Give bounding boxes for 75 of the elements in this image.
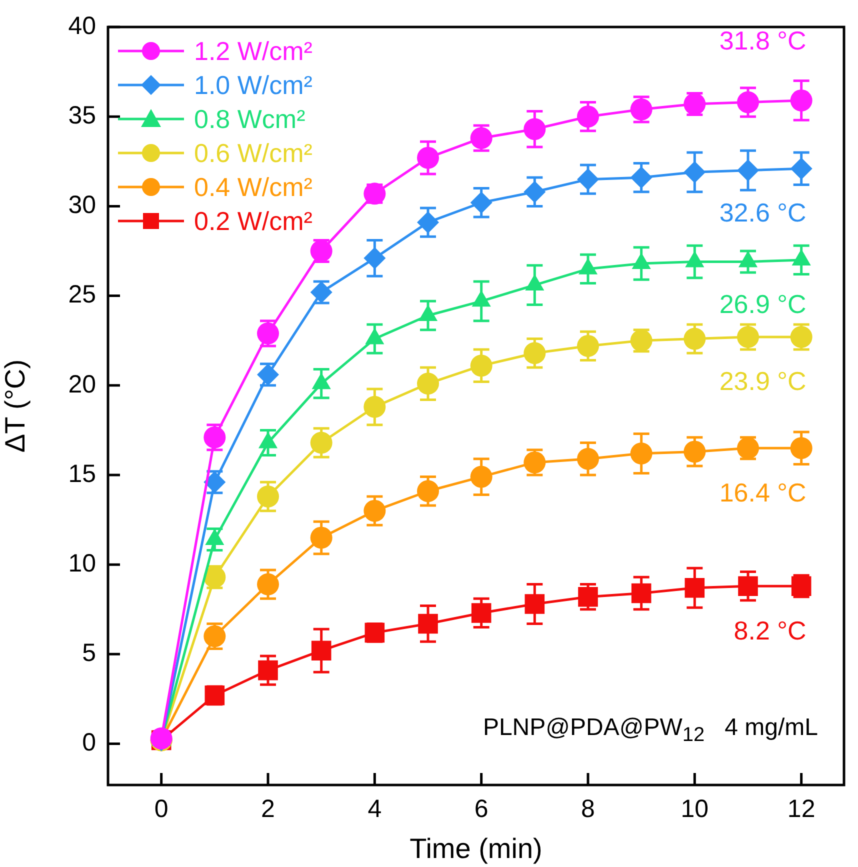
point: [417, 211, 439, 234]
point: [737, 91, 759, 114]
point: [310, 432, 332, 454]
x-tick-label: 12: [787, 794, 816, 823]
legend-label: 0.4 W/cm²: [194, 171, 312, 204]
point: [630, 166, 652, 189]
y-tick-label: 10: [68, 549, 96, 578]
point: [524, 180, 546, 203]
y-tick-label: 35: [68, 101, 96, 130]
x-tick-label: 4: [368, 794, 382, 823]
y-tick-label: 25: [68, 280, 96, 309]
point: [790, 437, 812, 460]
point: [364, 396, 386, 418]
legend-label: 0.2 W/cm²: [194, 205, 312, 238]
point: [790, 89, 812, 112]
y-tick-label: 0: [82, 728, 96, 757]
point: [578, 586, 598, 607]
y-tick-label: 5: [82, 639, 96, 668]
point: [257, 573, 279, 596]
point: [524, 118, 546, 140]
point: [258, 660, 278, 680]
point: [417, 480, 439, 502]
point: [737, 159, 759, 182]
annotation: 16.4 °C: [719, 477, 806, 508]
x-tick-label: 8: [581, 794, 595, 823]
point: [418, 614, 438, 634]
annotation: PLNP@PDA@PW$_{12}$ 4 mg/mL: [482, 714, 818, 747]
point: [577, 106, 599, 128]
point: [684, 578, 705, 598]
point: [471, 603, 492, 623]
annotation: 31.8 °C: [719, 26, 806, 56]
point: [577, 334, 599, 357]
y-tick-label: 15: [68, 460, 96, 488]
point: [524, 594, 545, 614]
point: [790, 158, 812, 180]
legend-label: 1.2 W/cm²: [194, 35, 312, 68]
point: [311, 640, 332, 661]
y-tick-label: 40: [68, 12, 96, 40]
point: [790, 326, 812, 348]
point: [684, 161, 706, 184]
annotation: 23.9 °C: [719, 366, 806, 396]
point: [524, 342, 546, 364]
annotation: 8.2 °C: [734, 615, 806, 646]
point: [737, 326, 759, 348]
point: [417, 146, 439, 169]
annotation: 32.6 °C: [719, 198, 806, 228]
point: [684, 328, 706, 350]
x-tick-label: 2: [261, 794, 275, 823]
point: [631, 583, 652, 604]
y-tick-label: 30: [68, 191, 96, 220]
x-tick-label: 6: [474, 794, 488, 823]
point: [630, 442, 652, 464]
point: [577, 168, 599, 190]
x-axis-title: Time (min): [410, 832, 542, 864]
legend-label: 1.0 W/cm²: [194, 69, 312, 102]
legend-label: 0.8 Wcm²: [194, 103, 306, 136]
point: [577, 448, 599, 470]
point: [524, 451, 546, 474]
point: [684, 440, 706, 463]
point: [470, 127, 492, 150]
point: [470, 192, 492, 214]
point: [310, 526, 332, 549]
point: [470, 466, 492, 488]
x-tick-label: 10: [680, 794, 709, 823]
point: [417, 372, 439, 395]
point: [257, 485, 279, 508]
annotation: 26.9 °C: [719, 289, 806, 320]
y-axis-title: ΔT (°C): [0, 359, 31, 453]
point: [470, 354, 492, 377]
legend-label: 0.6 W/cm²: [194, 137, 312, 170]
x-tick-label: 0: [154, 794, 168, 823]
point: [364, 247, 386, 270]
point: [364, 500, 386, 522]
point: [738, 576, 758, 596]
y-tick-label: 20: [68, 370, 96, 398]
